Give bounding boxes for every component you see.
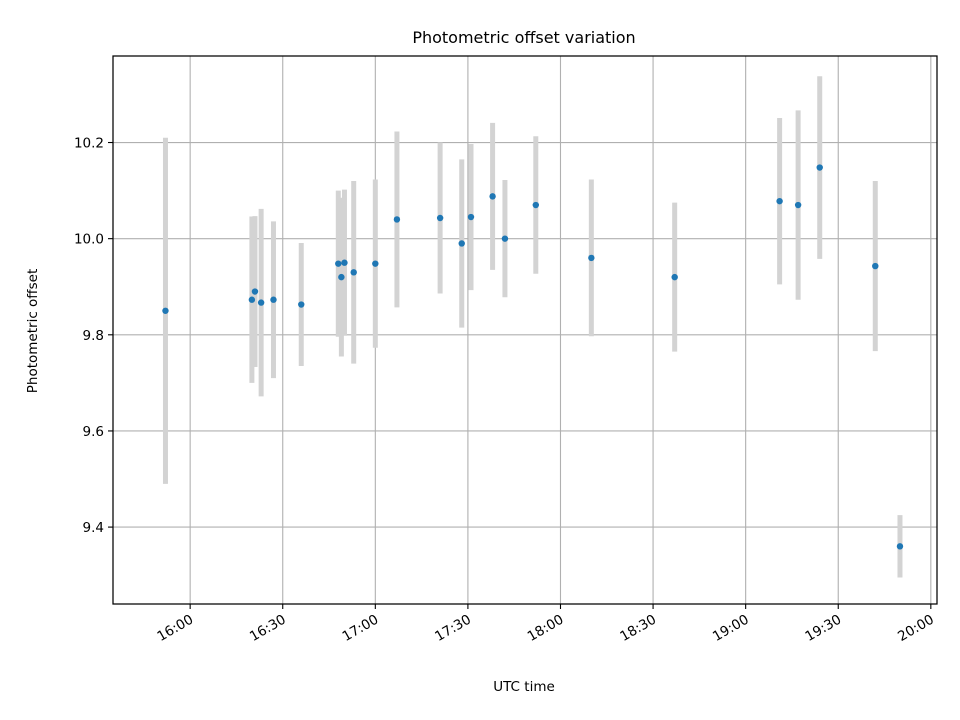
data-point bbox=[341, 259, 348, 266]
data-point bbox=[350, 269, 357, 276]
data-point bbox=[248, 296, 256, 303]
data-point bbox=[335, 260, 342, 267]
y-tick-label: 10.2 bbox=[74, 136, 104, 152]
data-point bbox=[436, 214, 444, 222]
data-point bbox=[467, 213, 475, 221]
data-point bbox=[489, 193, 496, 200]
y-tick-label: 9.4 bbox=[83, 520, 104, 536]
data-point bbox=[393, 216, 401, 223]
x-axis-label: UTC time bbox=[493, 679, 555, 695]
data-point bbox=[257, 299, 265, 306]
data-point bbox=[532, 201, 540, 209]
data-point bbox=[251, 288, 259, 295]
data-point bbox=[671, 273, 678, 281]
data-point bbox=[270, 296, 277, 303]
data-point bbox=[162, 307, 169, 314]
data-point bbox=[458, 240, 465, 247]
data-point bbox=[501, 235, 509, 242]
point-layer bbox=[162, 164, 904, 550]
y-tick-label: 10.0 bbox=[74, 232, 104, 248]
data-point bbox=[872, 262, 879, 270]
data-point bbox=[896, 543, 904, 550]
data-point bbox=[372, 260, 379, 267]
data-point bbox=[776, 197, 783, 205]
plot-frame bbox=[112, 55, 938, 605]
chart-title: Photometric offset variation bbox=[412, 28, 635, 47]
data-point bbox=[794, 201, 802, 209]
data-point bbox=[816, 164, 823, 171]
y-axis-label: Photometric offset bbox=[25, 269, 41, 393]
data-point bbox=[298, 301, 305, 308]
y-tick-label: 9.6 bbox=[83, 424, 104, 440]
y-tick-label: 9.8 bbox=[83, 328, 104, 344]
data-point bbox=[338, 273, 345, 281]
data-point bbox=[588, 254, 595, 262]
